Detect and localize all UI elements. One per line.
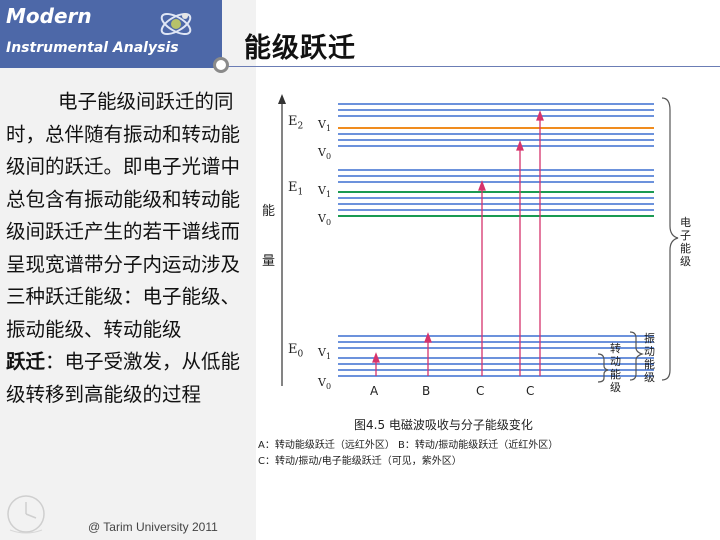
e2-v1-label: V1 bbox=[318, 118, 332, 134]
left-panel bbox=[0, 0, 256, 540]
e2-v0-label: V0 bbox=[318, 146, 332, 162]
transition-c2-label: C bbox=[526, 384, 535, 398]
definition-term: 跃迁 bbox=[6, 350, 46, 373]
brand-modern: Modern bbox=[6, 4, 92, 28]
title-underline bbox=[222, 66, 720, 67]
legend-line-2: C：转动/振动/电子能级跃迁（可见，紫外区） bbox=[258, 456, 462, 467]
title-ring-decoration bbox=[213, 57, 229, 73]
body-text: 电子能级间跃迁的同时，总伴随有振动和转动能级间的跃迁。即电子光谱中总包含有振动能… bbox=[6, 86, 250, 411]
e0-label: E0 bbox=[288, 342, 304, 360]
legend-line-1: A：转动能级跃迁（远红外区） B：转动/振动能级跃迁（近红外区） bbox=[258, 440, 559, 451]
e1-level-group bbox=[338, 169, 654, 217]
e0-v1-label: V1 bbox=[318, 346, 332, 362]
e2-level-group bbox=[338, 103, 654, 147]
transition-arrows bbox=[372, 110, 544, 376]
first-paragraph: 电子能级间跃迁的同时，总伴随有振动和转动能级间的跃迁。即电子光谱中总包含有振动能… bbox=[6, 90, 241, 341]
energy-axis-label-top: 能 bbox=[262, 204, 276, 219]
e1-v1-label: V1 bbox=[318, 184, 332, 200]
header-banner: Modern Instrumental Analysis bbox=[0, 0, 222, 68]
e0-v0-label: V0 bbox=[318, 376, 332, 392]
e1-v0-label: V0 bbox=[318, 212, 332, 228]
footer-credit: @ Tarim University 2011 bbox=[88, 520, 218, 534]
energy-axis-label-bottom: 量 bbox=[262, 254, 276, 269]
rotational-brace bbox=[597, 353, 609, 383]
electronic-brace bbox=[661, 97, 679, 381]
energy-axis-arrow-icon bbox=[278, 94, 286, 104]
energy-diagram-svg bbox=[278, 94, 679, 386]
electronic-level-label: 电子能级 bbox=[680, 216, 691, 268]
e2-label: E2 bbox=[288, 114, 304, 132]
e1-label: E1 bbox=[288, 180, 304, 198]
vibrational-brace bbox=[629, 331, 644, 381]
energy-level-diagram: 能 量 E2 V1 V0 E1 V1 V0 E0 V1 V0 A B C C 电… bbox=[258, 86, 720, 476]
brand-subtitle: Instrumental Analysis bbox=[6, 40, 179, 56]
clock-icon bbox=[7, 495, 45, 534]
definition-text: ：电子受激发，从低能级转移到高能级的过程 bbox=[6, 350, 241, 406]
figure-title: 图4.5 电磁波吸收与分子能级变化 bbox=[354, 418, 533, 432]
vibrational-level-label: 振动能级 bbox=[644, 332, 655, 384]
transition-b-label: B bbox=[422, 384, 431, 398]
slide-title: 能级跃迁 bbox=[244, 33, 356, 64]
e0-level-group bbox=[338, 335, 654, 377]
transition-a-label: A bbox=[370, 384, 379, 398]
atom-logo-icon bbox=[160, 12, 192, 36]
transition-c1-label: C bbox=[476, 384, 485, 398]
rotational-level-label: 转动能级 bbox=[610, 342, 621, 394]
